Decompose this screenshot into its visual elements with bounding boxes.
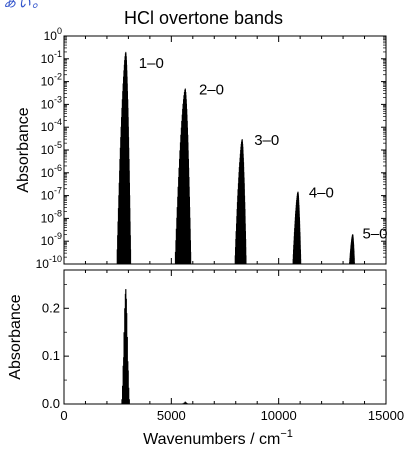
bottom-y-axis: 0.0 0.1 0.2 — [42, 284, 386, 411]
band-lines — [292, 191, 302, 264]
top-x-axis — [63, 36, 387, 264]
x-tick-label: 15000 — [368, 408, 404, 423]
header-text-fragment: ぁぃ。 — [2, 0, 48, 11]
absorbance-series — [121, 289, 130, 404]
absorbance-series — [181, 401, 190, 404]
linear-absorbance-panel: 0.0 0.1 0.2 0 5000 10000 15000 Absorbance Wav… — [7, 269, 404, 448]
bottom-y-tick-label: 0.2 — [42, 300, 60, 315]
x-axis-label-superscript: −1 — [280, 428, 293, 440]
band-lines — [116, 51, 132, 264]
band-labels: 1–0 2–0 3–0 4–0 5–0 — [139, 55, 388, 242]
chart-title: HCl overtone bands — [123, 8, 284, 28]
log-absorbance-panel: 100 10-1 10-2 10-3 10-4 10-5 10-6 10-7 10-8 10-9 1… — [15, 26, 388, 271]
page-title: ぁぃ。 HCl overtone bands — [0, 0, 407, 40]
band-lines — [234, 139, 247, 264]
x-tick-label: 0 — [60, 408, 67, 423]
band-label: 2–0 — [199, 81, 224, 98]
top-y-tick-label: 10-5 — [41, 140, 62, 157]
top-y-tick-label: 10-9 — [41, 231, 62, 248]
x-tick-label: 10000 — [261, 408, 297, 423]
bottom-y-tick-label: 0.0 — [42, 396, 60, 411]
band-lines — [174, 88, 192, 264]
top-y-tick-label: 10-1 — [41, 49, 62, 66]
top-y-tick-label: 10-10 — [36, 254, 62, 271]
top-y-tick-label: 10-2 — [41, 72, 62, 89]
top-y-tick-label: 10-4 — [41, 117, 62, 134]
band-label: 4–0 — [309, 185, 334, 202]
band-lines — [349, 234, 355, 264]
bottom-series — [121, 289, 190, 404]
bottom-x-axis: 0 5000 10000 15000 — [60, 270, 404, 423]
x-axis-label: Wavenumbers / cm−1 — [143, 428, 293, 448]
top-y-axis-label: Absorbance — [15, 107, 32, 192]
x-tick-label: 5000 — [157, 408, 186, 423]
bottom-plot-frame — [63, 269, 387, 405]
top-y-tick-label: 10-8 — [41, 208, 62, 225]
band-label: 1–0 — [139, 55, 164, 72]
top-bands — [116, 51, 355, 264]
top-y-axis: 100 10-1 10-2 10-3 10-4 10-5 10-6 10-7 10-8 10-9 1… — [36, 26, 386, 271]
x-axis-label-text: Wavenumbers / cm — [143, 431, 280, 448]
top-y-tick-label: 100 — [44, 26, 62, 43]
top-y-tick-label: 10-6 — [41, 163, 62, 180]
top-y-tick-label: 10-3 — [41, 94, 62, 111]
bottom-y-tick-label: 0.1 — [42, 348, 60, 363]
band-label: 5–0 — [362, 225, 387, 242]
bottom-y-axis-label: Absorbance — [7, 294, 24, 379]
band-label: 3–0 — [254, 132, 279, 149]
top-y-tick-label: 10-7 — [41, 186, 62, 203]
top-plot-frame — [63, 35, 387, 265]
